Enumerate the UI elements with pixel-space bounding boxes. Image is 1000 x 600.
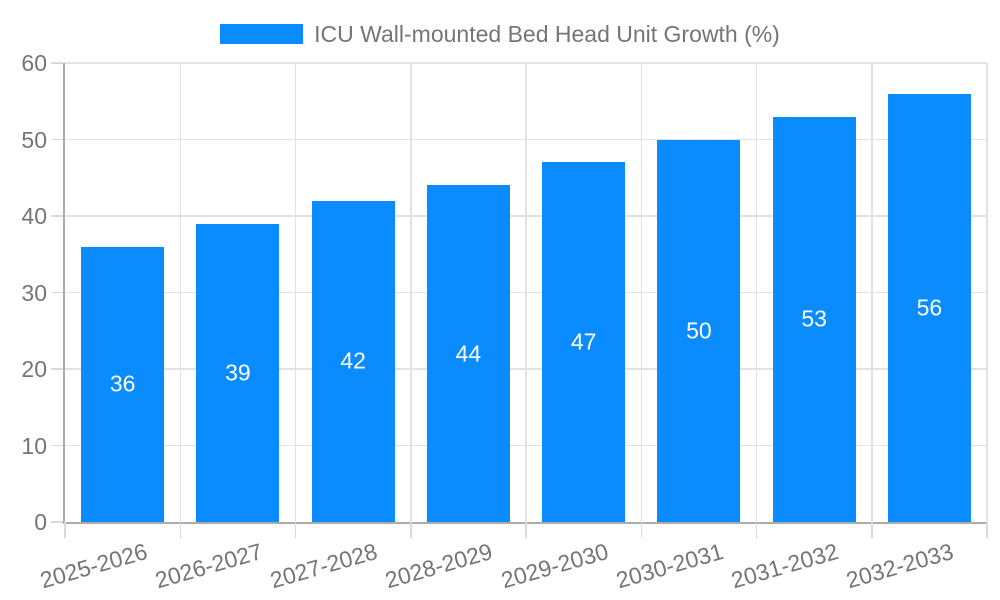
bar-value-label: 50 bbox=[686, 317, 712, 344]
bar-2030-2031: 50 bbox=[657, 139, 741, 522]
bar-2025-2026: 36 bbox=[81, 246, 165, 522]
x-axis-tick bbox=[179, 522, 181, 538]
y-axis-tick-label: 50 bbox=[21, 126, 47, 153]
y-axis-tick bbox=[51, 444, 63, 447]
x-axis-tick bbox=[294, 522, 297, 538]
gridline-vertical bbox=[525, 63, 527, 522]
y-axis-tick-label: 30 bbox=[21, 279, 47, 306]
x-axis-category-label: 2027-2028 bbox=[267, 538, 381, 594]
bar-2028-2029: 44 bbox=[426, 185, 510, 522]
gridline-vertical bbox=[294, 63, 297, 522]
gridline-vertical bbox=[410, 63, 412, 522]
gridline-vertical bbox=[871, 63, 873, 522]
y-axis-tick-label: 60 bbox=[21, 50, 47, 76]
bar-2032-2033: 56 bbox=[887, 93, 971, 522]
x-axis-category-label: 2029-2030 bbox=[497, 538, 611, 594]
x-axis-category-label: 2031-2032 bbox=[728, 538, 842, 594]
gridline-vertical bbox=[640, 63, 642, 522]
y-axis-tick-label: 10 bbox=[21, 432, 47, 459]
gridline-vertical bbox=[755, 63, 758, 522]
bar-value-label: 56 bbox=[916, 294, 943, 321]
bar-2026-2027: 39 bbox=[196, 223, 280, 522]
plot-area: 0 10 20 30 40 50 60 36 39 42 44 47 50 53 56 2025-2026 20… bbox=[21, 50, 988, 593]
x-axis-tick bbox=[871, 522, 873, 538]
y-axis-tick bbox=[51, 215, 63, 217]
x-axis-tick bbox=[410, 522, 412, 538]
x-axis-tick bbox=[755, 522, 758, 538]
bar-value-label: 53 bbox=[801, 305, 827, 332]
legend[interactable]: ICU Wall-mounted Bed Head Unit Growth (%… bbox=[0, 20, 1000, 47]
y-axis-tick-label: 40 bbox=[21, 203, 47, 229]
y-axis-tick bbox=[51, 521, 63, 523]
x-axis-tick bbox=[640, 522, 642, 538]
y-axis-tick-label: 20 bbox=[21, 356, 47, 382]
y-axis-tick bbox=[51, 291, 63, 294]
bar-value-label: 39 bbox=[225, 359, 251, 386]
legend-swatch[interactable] bbox=[220, 24, 304, 44]
bar-2029-2030: 47 bbox=[542, 162, 626, 522]
bar-value-label: 47 bbox=[570, 328, 597, 355]
x-axis-tick bbox=[525, 522, 527, 538]
bar-value-label: 36 bbox=[109, 370, 136, 397]
x-axis-tick bbox=[986, 522, 988, 538]
gridline-vertical bbox=[986, 63, 988, 522]
y-axis-tick-label: 0 bbox=[34, 509, 47, 535]
gridline-vertical bbox=[179, 63, 181, 522]
x-axis-category-label: 2032-2033 bbox=[843, 538, 957, 594]
x-axis-tick bbox=[64, 522, 66, 538]
x-axis-category-label: 2026-2027 bbox=[152, 538, 266, 594]
x-axis-category-label: 2028-2029 bbox=[382, 538, 496, 594]
y-axis-tick bbox=[51, 138, 63, 141]
x-axis-category-label: 2025-2026 bbox=[36, 538, 150, 594]
y-axis-tick bbox=[51, 368, 63, 370]
bar-2031-2032: 53 bbox=[772, 116, 856, 522]
x-axis-category-label: 2030-2031 bbox=[613, 538, 727, 594]
bar-value-label: 42 bbox=[340, 347, 366, 374]
legend-label: ICU Wall-mounted Bed Head Unit Growth (%… bbox=[314, 20, 780, 47]
y-axis-tick bbox=[51, 62, 63, 64]
bar-value-label: 44 bbox=[455, 340, 482, 367]
bar-2027-2028: 42 bbox=[311, 200, 395, 522]
